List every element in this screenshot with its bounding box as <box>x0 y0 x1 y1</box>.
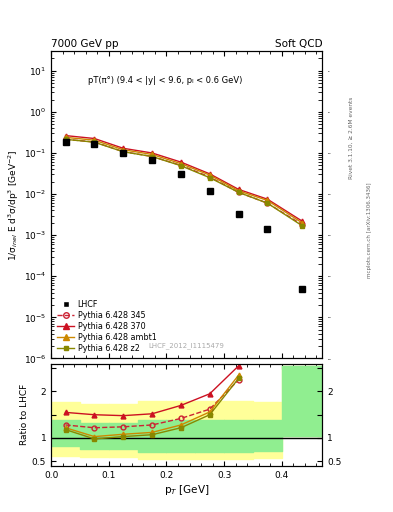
Y-axis label: 1/σ$_{inel}$ E d$^3$σ/dp$^3$ [GeV$^{-2}$]: 1/σ$_{inel}$ E d$^3$σ/dp$^3$ [GeV$^{-2}$… <box>7 149 21 261</box>
Line: Pythia 6.428 z2: Pythia 6.428 z2 <box>63 137 304 228</box>
Text: mcplots.cern.ch [arXiv:1306.3436]: mcplots.cern.ch [arXiv:1306.3436] <box>367 183 372 278</box>
Pythia 6.428 ambt1 <box>121 146 126 153</box>
Text: Rivet 3.1.10, ≥ 2.6M events: Rivet 3.1.10, ≥ 2.6M events <box>349 97 354 179</box>
Pythia 6.428 370 <box>121 145 126 152</box>
Pythia 6.428 z2 <box>208 175 212 181</box>
Pythia 6.428 z2 <box>300 223 305 229</box>
Pythia 6.428 ambt1 <box>208 172 212 178</box>
Text: 7000 GeV pp: 7000 GeV pp <box>51 39 119 49</box>
Pythia 6.428 z2 <box>236 189 241 196</box>
Pythia 6.428 z2 <box>92 139 97 145</box>
LHCF <box>236 211 241 217</box>
Line: Pythia 6.428 370: Pythia 6.428 370 <box>63 133 305 224</box>
Pythia 6.428 370 <box>63 133 68 139</box>
Pythia 6.428 345 <box>121 148 126 155</box>
Pythia 6.428 345 <box>265 200 270 206</box>
LHCF <box>178 172 183 178</box>
Y-axis label: Ratio to LHCF: Ratio to LHCF <box>20 384 29 445</box>
LHCF <box>150 157 154 163</box>
Pythia 6.428 345 <box>300 222 305 228</box>
Pythia 6.428 z2 <box>150 154 154 160</box>
LHCF <box>208 188 212 194</box>
Pythia 6.428 ambt1 <box>300 220 305 226</box>
Pythia 6.428 345 <box>178 162 183 168</box>
LHCF <box>300 286 305 292</box>
Text: LHCF_2012_I1115479: LHCF_2012_I1115479 <box>149 343 225 349</box>
X-axis label: p$_{T}$ [GeV]: p$_{T}$ [GeV] <box>164 482 209 497</box>
LHCF <box>121 150 126 156</box>
Pythia 6.428 345 <box>63 136 68 142</box>
Line: Pythia 6.428 345: Pythia 6.428 345 <box>63 137 305 227</box>
Pythia 6.428 z2 <box>178 163 183 169</box>
Pythia 6.428 ambt1 <box>178 161 183 167</box>
Pythia 6.428 ambt1 <box>63 134 68 140</box>
Line: LHCF: LHCF <box>63 139 305 291</box>
LHCF <box>63 139 68 145</box>
Legend: LHCF, Pythia 6.428 345, Pythia 6.428 370, Pythia 6.428 ambt1, Pythia 6.428 z2: LHCF, Pythia 6.428 345, Pythia 6.428 370… <box>55 298 158 354</box>
LHCF <box>265 226 270 232</box>
Pythia 6.428 ambt1 <box>150 152 154 158</box>
Pythia 6.428 345 <box>150 154 154 160</box>
Pythia 6.428 z2 <box>121 148 126 155</box>
Pythia 6.428 ambt1 <box>236 188 241 194</box>
Pythia 6.428 345 <box>92 139 97 145</box>
Pythia 6.428 370 <box>265 196 270 202</box>
Pythia 6.428 370 <box>150 150 154 156</box>
Pythia 6.428 345 <box>208 174 212 180</box>
Pythia 6.428 z2 <box>63 136 68 142</box>
Pythia 6.428 ambt1 <box>92 137 97 143</box>
Pythia 6.428 ambt1 <box>265 197 270 203</box>
Text: pT(π°) (9.4 < |y| < 9.6, pₗ < 0.6 GeV): pT(π°) (9.4 < |y| < 9.6, pₗ < 0.6 GeV) <box>88 76 242 85</box>
Pythia 6.428 370 <box>208 171 212 177</box>
Pythia 6.428 370 <box>178 159 183 165</box>
Text: Soft QCD: Soft QCD <box>275 39 322 49</box>
Pythia 6.428 z2 <box>265 200 270 206</box>
LHCF <box>92 141 97 147</box>
Pythia 6.428 345 <box>236 189 241 196</box>
Line: Pythia 6.428 ambt1: Pythia 6.428 ambt1 <box>63 135 305 225</box>
Pythia 6.428 370 <box>300 218 305 224</box>
Pythia 6.428 370 <box>236 186 241 193</box>
Pythia 6.428 370 <box>92 136 97 142</box>
